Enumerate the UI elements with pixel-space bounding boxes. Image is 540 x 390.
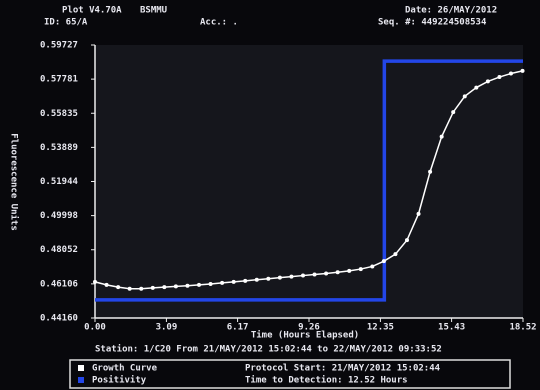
point [509, 72, 513, 76]
point [116, 285, 120, 289]
point [382, 259, 386, 263]
time-to-detection: Time to Detection: 12.52 Hours [245, 375, 408, 386]
point [521, 69, 525, 73]
point [139, 287, 143, 291]
y-tick-label: 0.53889 [40, 143, 78, 153]
x-tick-label: 15.43 [438, 323, 465, 333]
id: ID: 65/A [44, 18, 88, 28]
point [497, 75, 501, 79]
x-tick-label: 0.00 [84, 323, 106, 333]
legend-swatch [78, 377, 84, 383]
point [428, 170, 432, 174]
x-tick-label: 6.17 [227, 323, 249, 333]
y-axis-label: Fluorescence Units [9, 133, 20, 231]
legend-swatch [78, 365, 84, 371]
y-tick-label: 0.46106 [40, 279, 78, 289]
point [197, 283, 201, 287]
y-tick-label: 0.57781 [40, 75, 78, 85]
point [243, 279, 247, 283]
point [359, 267, 363, 271]
y-tick-label: 0.51944 [40, 177, 79, 187]
point [313, 273, 317, 277]
date: Date: 26/MAY/2012 [405, 6, 497, 16]
legend-label: Positivity [92, 375, 147, 386]
legend-label: Growth Curve [92, 364, 158, 374]
point [474, 86, 478, 90]
point [105, 283, 109, 287]
point [174, 284, 178, 288]
point [393, 252, 397, 256]
seq: Seq. #: 449224508534 [378, 18, 487, 28]
y-tick-label: 0.49998 [40, 211, 78, 221]
point [440, 135, 444, 139]
point [463, 94, 467, 98]
point [220, 281, 224, 285]
site: BSMMU [140, 6, 167, 16]
point [278, 276, 282, 280]
program: Plot V4.70A [62, 6, 122, 16]
point [370, 264, 374, 268]
point [232, 280, 236, 284]
point [417, 212, 421, 216]
x-tick-label: 9.26 [298, 323, 320, 333]
point [405, 238, 409, 242]
point [266, 277, 270, 281]
point [255, 278, 259, 282]
y-tick-label: 0.44160 [40, 314, 78, 324]
plot-area [95, 45, 523, 318]
point [347, 269, 351, 273]
point [486, 79, 490, 83]
point [128, 287, 132, 291]
x-tick-label: 12.35 [367, 323, 394, 333]
station: Station: 1/C20 From 21/MAY/2012 15:02:44… [95, 344, 442, 355]
point [185, 284, 189, 288]
x-tick-label: 18.52 [509, 323, 536, 333]
y-tick-label: 0.59727 [40, 41, 78, 51]
screen: Plot V4.70A BSMMU ID: 65/A Acc.: . Date:… [0, 0, 540, 390]
y-tick-label: 0.55835 [40, 109, 78, 119]
y-tick-label: 0.48052 [40, 245, 78, 255]
protocol-start: Protocol Start: 21/MAY/2012 15:02:44 [245, 364, 441, 374]
x-tick-label: 3.09 [156, 323, 178, 333]
acc: Acc.: . [200, 18, 238, 28]
point [162, 285, 166, 289]
point [209, 282, 213, 286]
point [151, 286, 155, 290]
point [336, 270, 340, 274]
point [451, 110, 455, 114]
point [93, 280, 97, 284]
point [324, 271, 328, 275]
point [301, 274, 305, 278]
point [289, 275, 293, 279]
